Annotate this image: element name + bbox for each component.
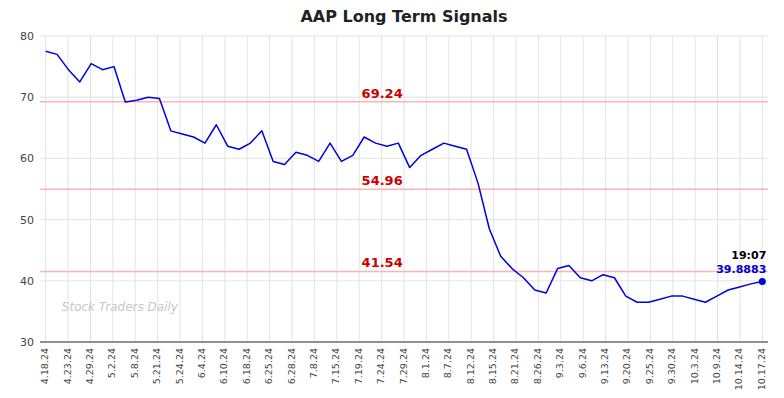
grid bbox=[40, 36, 768, 342]
plot-area bbox=[40, 51, 768, 302]
y-grid-line bbox=[40, 342, 768, 343]
x-tick-label: 9.30.24 bbox=[666, 348, 677, 384]
x-tick-label: 8.15.24 bbox=[487, 348, 498, 384]
x-tick-label: 6.25.24 bbox=[263, 348, 274, 384]
x-tick-label: 8.7.24 bbox=[442, 348, 453, 378]
x-tick-label: 5.2.24 bbox=[106, 348, 117, 378]
x-tick-label: 10.9.24 bbox=[711, 348, 722, 384]
chart: AAP Long Term Signals 30 40 50 60 70 80 4.18.24… bbox=[0, 0, 784, 398]
x-tick-label: 10.3.24 bbox=[689, 348, 700, 384]
watermark: Stock Traders Daily bbox=[62, 300, 179, 314]
x-tick-label: 10.14.24 bbox=[733, 348, 744, 390]
last-dot bbox=[759, 278, 766, 285]
x-tick-label: 10.17.24 bbox=[756, 348, 767, 390]
y-tick-label: 50 bbox=[20, 214, 34, 227]
x-tick-label: 4.18.24 bbox=[39, 348, 50, 384]
x-tick-label: 7.15.24 bbox=[330, 348, 341, 384]
title: AAP Long Term Signals bbox=[300, 7, 507, 26]
x-tick-label: 7.24.24 bbox=[375, 348, 386, 384]
x-tick-label: 7.19.24 bbox=[353, 348, 364, 384]
y-tick-label: 70 bbox=[20, 91, 34, 104]
signal-label: 41.54 bbox=[362, 255, 403, 270]
x-tick-label: 5.21.24 bbox=[151, 348, 162, 384]
x-tick-label: 9.13.24 bbox=[599, 348, 610, 384]
x-tick-label: 6.18.24 bbox=[241, 348, 252, 384]
x-tick-label: 6.10.24 bbox=[218, 348, 229, 384]
signal-label: 54.96 bbox=[362, 173, 403, 188]
x-axis-line bbox=[40, 342, 768, 343]
last-time-label: 19:07 bbox=[731, 249, 766, 262]
x-tick-label: 9.3.24 bbox=[554, 348, 565, 378]
x-tick-label: 8.1.24 bbox=[420, 348, 431, 378]
signal-label: 69.24 bbox=[362, 86, 403, 101]
x-tick-label: 7.29.24 bbox=[398, 348, 409, 384]
x-tick-label: 6.4.24 bbox=[196, 348, 207, 378]
y-tick-label: 60 bbox=[20, 152, 34, 165]
x-tick-label: 5.24.24 bbox=[174, 348, 185, 384]
x-tick-label: 9.20.24 bbox=[621, 348, 632, 384]
y-tick-label: 40 bbox=[20, 275, 34, 288]
x-tick-label: 9.6.24 bbox=[577, 348, 588, 378]
signal-line bbox=[40, 271, 768, 273]
x-tick-label: 8.21.24 bbox=[509, 348, 520, 384]
x-tick-label: 4.23.24 bbox=[62, 348, 73, 384]
price-line bbox=[46, 51, 763, 302]
signal-line bbox=[40, 188, 768, 190]
x-tick-label: 9.25.24 bbox=[644, 348, 655, 384]
x-tick-label: 4.29.24 bbox=[84, 348, 95, 384]
x-tick-label: 5.8.24 bbox=[129, 348, 140, 378]
y-tick-label: 80 bbox=[20, 30, 34, 43]
x-tick-label: 8.26.24 bbox=[532, 348, 543, 384]
last-value-label: 39.8883 bbox=[716, 263, 766, 276]
x-tick-label: 8.12.24 bbox=[465, 348, 476, 384]
signal-line bbox=[40, 101, 768, 103]
y-tick-label: 30 bbox=[20, 336, 34, 349]
x-tick-label: 6.28.24 bbox=[286, 348, 297, 384]
x-tick-label: 7.8.24 bbox=[308, 348, 319, 378]
